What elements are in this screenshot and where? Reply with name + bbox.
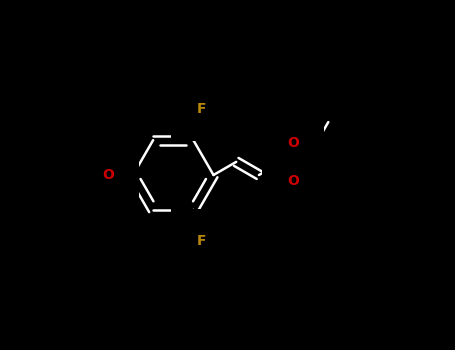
Text: O: O xyxy=(102,168,114,182)
Text: O: O xyxy=(287,174,299,188)
Text: O: O xyxy=(287,135,299,149)
Text: F: F xyxy=(197,234,206,248)
Text: F: F xyxy=(197,102,206,116)
